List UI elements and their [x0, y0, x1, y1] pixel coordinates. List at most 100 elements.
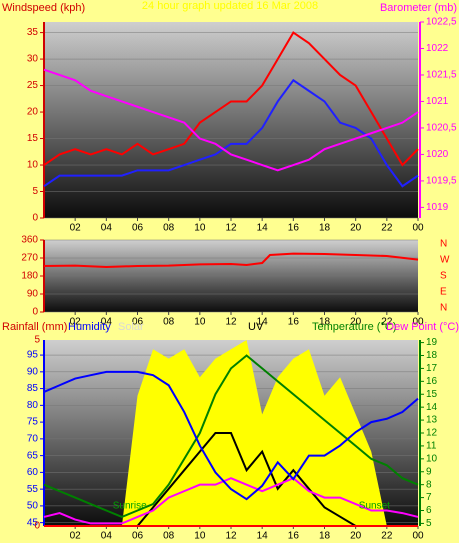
- legend-label: Temperature (°C): [312, 321, 396, 333]
- y-tick-label: 50: [27, 501, 39, 512]
- x-tick-label: 20: [350, 317, 362, 328]
- y2-tick-label: 1019,5: [426, 176, 457, 187]
- y-tick-label: 55: [27, 484, 39, 495]
- series-line: [43, 31, 419, 167]
- y2-tick-label: 13: [426, 415, 438, 426]
- x-tick-label: 08: [163, 531, 175, 542]
- x-tick-label: 22: [381, 317, 393, 328]
- y-tick-label: 270: [21, 253, 38, 264]
- y-tick-label: 85: [27, 383, 39, 394]
- compass-label: N: [440, 303, 447, 314]
- y2-tick-label: 15: [426, 389, 438, 400]
- y2-tick-label: 1022: [426, 43, 449, 54]
- y-tick-label: 25: [27, 80, 39, 91]
- series-line: [43, 354, 419, 519]
- y-tick-label: 0: [32, 213, 38, 224]
- y2-tick-label: 16: [426, 376, 438, 387]
- compass-label: N: [440, 239, 447, 250]
- legend-label: Humidity: [68, 321, 111, 333]
- x-tick-label: 04: [101, 531, 113, 542]
- x-tick-label: 04: [101, 317, 113, 328]
- y2-tick-label: 8: [426, 479, 432, 490]
- x-tick-label: 02: [70, 223, 82, 234]
- y-tick-label: 80: [27, 400, 39, 411]
- y2-tick-label: 6: [426, 505, 432, 516]
- y2-axis-title: Barometer (mb): [380, 2, 457, 14]
- y2-tick-label: 9: [426, 466, 432, 477]
- x-tick-label: 06: [132, 531, 144, 542]
- legend-label: UV: [248, 321, 264, 333]
- x-tick-label: 18: [319, 317, 331, 328]
- series-line: [43, 252, 419, 269]
- x-tick-label: 20: [350, 223, 362, 234]
- y-tick-label: 95: [27, 350, 39, 361]
- annotation: Sunrise: [113, 501, 147, 512]
- compass-label: S: [440, 271, 447, 282]
- y-tick-label: 70: [27, 434, 39, 445]
- x-tick-label: 12: [225, 531, 237, 542]
- y-tick-label: 180: [21, 271, 38, 282]
- y2-tick-label: 19: [426, 337, 438, 348]
- y-tick-label: 20: [27, 107, 39, 118]
- y2-tick-label: 10: [426, 453, 438, 464]
- y2-tick-label: 14: [426, 402, 438, 413]
- x-tick-label: 16: [288, 223, 300, 234]
- y-tick-label: 360: [21, 235, 38, 246]
- x-tick-label: 04: [101, 223, 113, 234]
- y2-tick-label: 12: [426, 428, 438, 439]
- y-tick-label: 65: [27, 450, 39, 461]
- y2-tick-label: 1022,5: [426, 17, 457, 28]
- y2-tick-label: 1020,5: [426, 123, 457, 134]
- x-tick-label: 02: [70, 317, 82, 328]
- x-tick-label: 02: [70, 531, 82, 542]
- plot-background: [44, 22, 418, 218]
- series-line: [43, 68, 419, 172]
- legend-label: Rainfall (mm): [2, 321, 67, 333]
- series-line: [43, 370, 419, 501]
- y-tick-label: 15: [27, 133, 39, 144]
- y2-tick-label: 1021: [426, 96, 449, 107]
- series-line: [43, 477, 419, 525]
- y-tick-label: 5: [32, 186, 38, 197]
- y2-tick-label: 11: [426, 441, 437, 452]
- y-tick-label: 35: [27, 27, 39, 38]
- compass-label: E: [440, 287, 447, 298]
- x-tick-label: 18: [319, 223, 331, 234]
- x-tick-label: 08: [163, 223, 175, 234]
- x-tick-label: 18: [319, 531, 331, 542]
- x-tick-label: 22: [381, 531, 393, 542]
- x-tick-label: 08: [163, 317, 175, 328]
- y2-tick-label: 18: [426, 350, 438, 361]
- chart-title: 24 hour graph updated 16 Mar 2008: [142, 0, 318, 12]
- y-axis-title: Windspeed (kph): [2, 2, 85, 14]
- y-tick-label: 90: [27, 366, 39, 377]
- y2-tick-label: 1020: [426, 149, 449, 160]
- rain-tick-label: 0: [34, 521, 40, 532]
- y2-tick-label: 17: [426, 363, 438, 374]
- legend-label: Solar: [118, 321, 144, 333]
- series-line: [43, 78, 419, 188]
- y-tick-label: 30: [27, 54, 39, 65]
- y2-tick-label: 1019: [426, 202, 449, 213]
- y-tick-label: 0: [32, 307, 38, 318]
- x-tick-label: 00: [412, 317, 424, 328]
- y-tick-label: 45: [27, 517, 39, 528]
- y-tick-label: 75: [27, 417, 39, 428]
- x-tick-label: 14: [257, 531, 269, 542]
- y-tick-label: 90: [27, 289, 39, 300]
- annotation: Sunset: [359, 501, 390, 512]
- x-tick-label: 12: [225, 317, 237, 328]
- x-tick-label: 06: [132, 223, 144, 234]
- x-tick-label: 20: [350, 531, 362, 542]
- x-tick-label: 14: [257, 317, 269, 328]
- x-tick-label: 12: [225, 223, 237, 234]
- y2-tick-label: 5: [426, 518, 432, 529]
- x-tick-label: 14: [257, 223, 269, 234]
- x-tick-label: 16: [288, 531, 300, 542]
- x-tick-label: 10: [194, 317, 206, 328]
- y-tick-label: 10: [27, 160, 39, 171]
- y-tick-label: 60: [27, 467, 39, 478]
- x-tick-label: 10: [194, 531, 206, 542]
- x-tick-label: 06: [132, 317, 144, 328]
